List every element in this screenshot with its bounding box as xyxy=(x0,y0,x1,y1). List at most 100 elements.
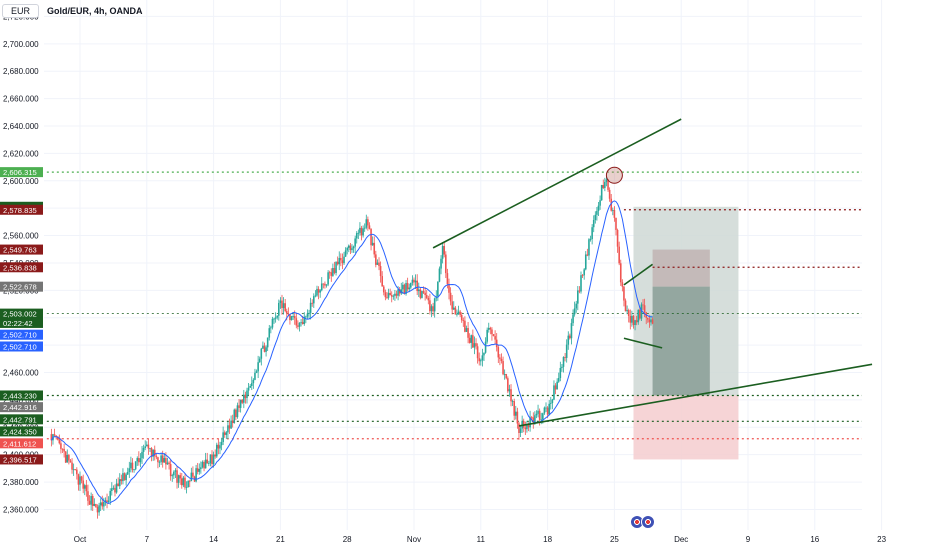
candle-body xyxy=(230,420,232,429)
price-tag xyxy=(0,329,43,340)
candle-body xyxy=(212,454,215,465)
price-tag-label: 2,536.838 xyxy=(3,263,37,272)
ma-line xyxy=(50,200,653,505)
candle-body xyxy=(314,295,317,297)
candle-body xyxy=(268,328,271,338)
candle-body xyxy=(114,487,116,493)
price-tag-label: 2,396.517 xyxy=(3,455,37,464)
candle-body xyxy=(133,469,135,471)
candle-body xyxy=(69,460,72,463)
candle-body xyxy=(586,254,589,256)
candle-body xyxy=(273,318,275,320)
candle-body xyxy=(599,200,601,206)
candle-body xyxy=(421,291,423,298)
candle-body xyxy=(104,500,107,502)
candle-body xyxy=(637,309,640,323)
candle-body xyxy=(215,444,218,457)
candle-body xyxy=(597,205,600,211)
currency-selector[interactable]: EUR xyxy=(2,4,40,18)
candle-body xyxy=(647,317,649,320)
candle-body xyxy=(123,473,126,481)
candle-body xyxy=(438,268,441,282)
candle-body xyxy=(618,246,620,264)
price-tag xyxy=(0,262,43,273)
candle-body xyxy=(567,335,570,345)
candle-body xyxy=(546,407,549,415)
candle-body xyxy=(502,361,504,375)
candle-body xyxy=(454,307,457,315)
candle-body xyxy=(266,337,269,348)
y-tick-label: 2,360.000 xyxy=(3,505,39,514)
candle-body xyxy=(473,343,476,348)
candle-body xyxy=(621,282,624,287)
x-tick-label: 9 xyxy=(746,535,751,544)
candle-body xyxy=(505,374,508,379)
candle-body xyxy=(540,419,543,421)
candle-body xyxy=(214,454,216,457)
candle-body xyxy=(322,283,325,285)
candle-body xyxy=(297,325,299,327)
price-tag xyxy=(0,204,43,215)
candle-body xyxy=(457,311,460,315)
peak-marker xyxy=(605,166,623,184)
price-axis: 2,720.0002,700.0002,680.0002,660.0002,64… xyxy=(0,0,44,550)
candle-body xyxy=(244,394,247,399)
y-tick-label: 2,460.000 xyxy=(3,369,39,378)
price-tag-label: 2,502.710 xyxy=(3,342,37,351)
candle-body xyxy=(279,300,282,303)
candle-body xyxy=(293,316,296,319)
price-tag-label: 2,578.835 xyxy=(3,206,37,215)
candle-body xyxy=(594,214,597,220)
x-tick-label: Dec xyxy=(674,535,688,544)
candle-body xyxy=(219,445,221,449)
candle-body xyxy=(71,462,73,470)
candle-body xyxy=(128,468,131,472)
candle-body xyxy=(60,443,62,449)
candle-body xyxy=(382,286,385,293)
price-tag-label: 02:22:42 xyxy=(3,319,33,328)
y-tick-label: 2,680.000 xyxy=(3,67,39,76)
price-tag xyxy=(0,317,43,328)
candle-body xyxy=(117,483,119,487)
event-icon[interactable] xyxy=(641,515,655,529)
candle-body xyxy=(619,263,622,283)
candlesticks xyxy=(50,176,654,519)
candle-body xyxy=(250,383,253,386)
candle-body xyxy=(309,302,312,313)
price-tag xyxy=(0,426,43,437)
candle-body xyxy=(313,296,315,304)
x-tick-label: 11 xyxy=(477,535,486,544)
candle-body xyxy=(64,451,67,463)
stop-zone xyxy=(633,395,739,460)
candle-body xyxy=(126,471,129,475)
position-zones xyxy=(633,206,739,460)
candle-body xyxy=(134,461,137,470)
candle-body xyxy=(225,432,228,435)
candle-body xyxy=(236,405,239,418)
candle-body xyxy=(158,461,161,463)
candle-body xyxy=(395,293,398,296)
candle-body xyxy=(584,254,587,270)
x-tick-label: 23 xyxy=(877,535,886,544)
candle-body xyxy=(612,209,614,211)
candle-body xyxy=(352,246,355,249)
candle-body xyxy=(378,262,380,267)
candle-body xyxy=(201,461,204,468)
candle-body xyxy=(74,469,77,471)
price-tag xyxy=(0,341,43,352)
x-tick-label: 16 xyxy=(810,535,819,544)
x-tick-label: 18 xyxy=(543,535,552,544)
candle-body xyxy=(392,295,395,297)
candle-body xyxy=(478,358,481,362)
candle-body xyxy=(489,327,492,330)
candle-body xyxy=(605,179,608,182)
candle-body xyxy=(338,257,341,265)
candle-body xyxy=(448,284,450,293)
candle-body xyxy=(198,468,201,472)
candle-body xyxy=(503,374,506,375)
candle-body xyxy=(115,483,118,493)
candle-body xyxy=(430,306,433,312)
candle-body xyxy=(557,378,560,382)
candle-body xyxy=(177,475,180,483)
